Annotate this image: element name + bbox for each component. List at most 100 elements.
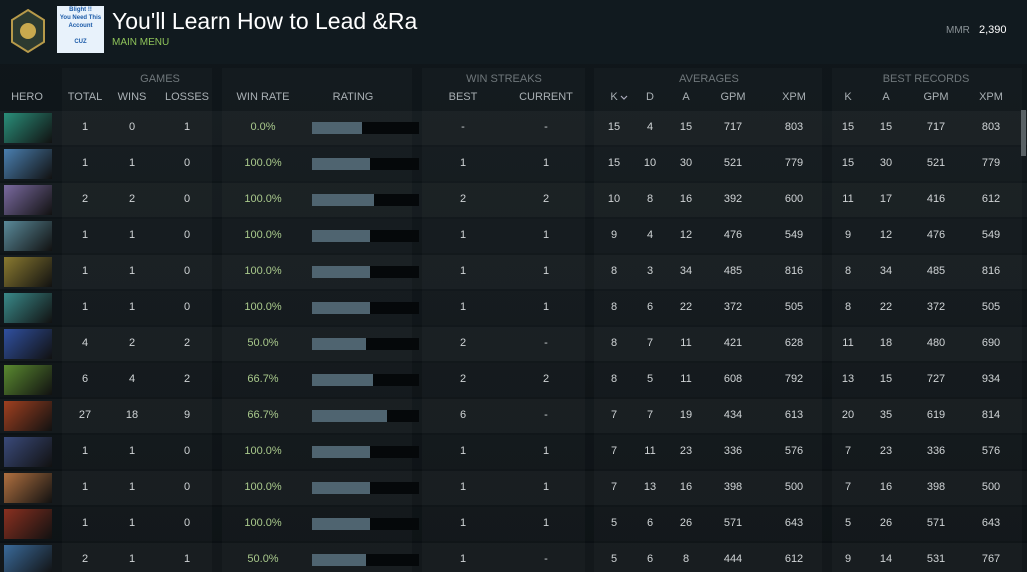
table-cell: 7 [610,445,618,457]
table-cell: 50.0% [247,337,279,349]
main-menu-link[interactable]: MAIN MENU [112,37,170,48]
table-row [0,399,1027,433]
table-cell: 15 [607,121,621,133]
table-cell: 8 [610,265,618,277]
table-cell: 571 [723,517,743,529]
table-cell: 22 [879,301,893,313]
table-row [0,291,1027,325]
table-cell: 11 [680,373,692,385]
table-cell: - [544,409,548,421]
table-cell: 372 [926,301,946,313]
table-cell: 8 [844,265,852,277]
hero-portrait [4,257,52,287]
table-cell: 3 [646,265,654,277]
table-cell: 0 [183,193,191,205]
table-cell: 531 [926,553,946,565]
table-cell: 18 [879,337,893,349]
table-cell: 1 [81,121,89,133]
hero-portrait [4,185,52,215]
table-cell: 1 [128,157,136,169]
table-cell: 2 [459,193,467,205]
table-cell: 392 [723,193,743,205]
table-row [0,543,1027,572]
table-cell: 9 [183,409,191,421]
table-cell: 1 [81,517,89,529]
hero-portrait [4,545,52,572]
column-header: WINS [117,91,147,103]
table-cell: 434 [723,409,743,421]
scrollbar [1021,110,1026,156]
table-cell: 11 [680,337,692,349]
table-cell: 1 [459,481,467,493]
table-cell: 15 [841,157,855,169]
hero-portrait [4,401,52,431]
table-cell: 521 [926,157,946,169]
table-cell: - [544,553,548,565]
table-cell: 5 [610,517,618,529]
table-cell: 619 [926,409,946,421]
table-cell: 100.0% [244,481,282,493]
table-cell: 20 [841,409,855,421]
mmr-value: 2,390 [979,24,1007,36]
table-row [0,147,1027,181]
table-cell: 612 [784,553,804,565]
table-cell: 34 [879,265,893,277]
table-cell: 100.0% [244,517,282,529]
table-cell: 35 [879,409,893,421]
table-cell: 9 [610,229,618,241]
rating-bar [312,338,366,350]
table-cell: 1 [81,301,89,313]
hero-portrait [4,473,52,503]
table-cell: 336 [723,445,743,457]
table-cell: 4 [646,229,654,241]
table-cell: 803 [784,121,804,133]
table-cell: 30 [679,157,693,169]
table-cell: 485 [926,265,946,277]
table-cell: 643 [981,517,1001,529]
table-cell: 476 [926,229,946,241]
table-cell: 1 [128,517,136,529]
sort-indicator[interactable] [620,95,628,101]
group-header: GAMES [140,73,180,85]
table-cell: 549 [784,229,804,241]
group-header: WIN STREAKS [466,73,542,85]
table-cell: 10 [607,193,621,205]
column-header: A [882,91,890,103]
table-cell: 792 [784,373,804,385]
column-header: BEST [448,91,478,103]
table-cell: 4 [81,337,89,349]
table-cell: 6 [646,517,654,529]
group-header: BEST RECORDS [882,73,970,85]
hero-portrait [4,149,52,179]
table-cell: 1 [81,229,89,241]
table-cell: 22 [679,301,693,313]
table-cell: - [461,121,465,133]
mmr-label: MMR [946,25,970,36]
table-row [0,183,1027,217]
avatar-text: Blight !! [69,7,92,13]
table-cell: 500 [981,481,1001,493]
table-cell: 8 [844,301,852,313]
table-cell: 6 [81,373,89,385]
table-cell: 444 [723,553,743,565]
table-cell: 2 [81,193,89,205]
table-cell: 612 [981,193,1001,205]
table-cell: 2 [128,337,136,349]
table-cell: 26 [679,517,693,529]
table-cell: 0 [183,445,191,457]
table-row [0,363,1027,397]
table-cell: 100.0% [244,229,282,241]
table-cell: 816 [784,265,804,277]
hero-portrait [4,113,52,143]
table-cell: 4 [646,121,654,133]
table-cell: 398 [926,481,946,493]
rating-bar [312,518,370,530]
table-cell: 690 [981,337,1001,349]
table-cell: 416 [926,193,946,205]
table-cell: 17 [879,193,893,205]
table-cell: 50.0% [247,553,279,565]
table-cell: 1 [81,265,89,277]
table-cell: 30 [879,157,893,169]
table-cell: 2 [81,553,89,565]
